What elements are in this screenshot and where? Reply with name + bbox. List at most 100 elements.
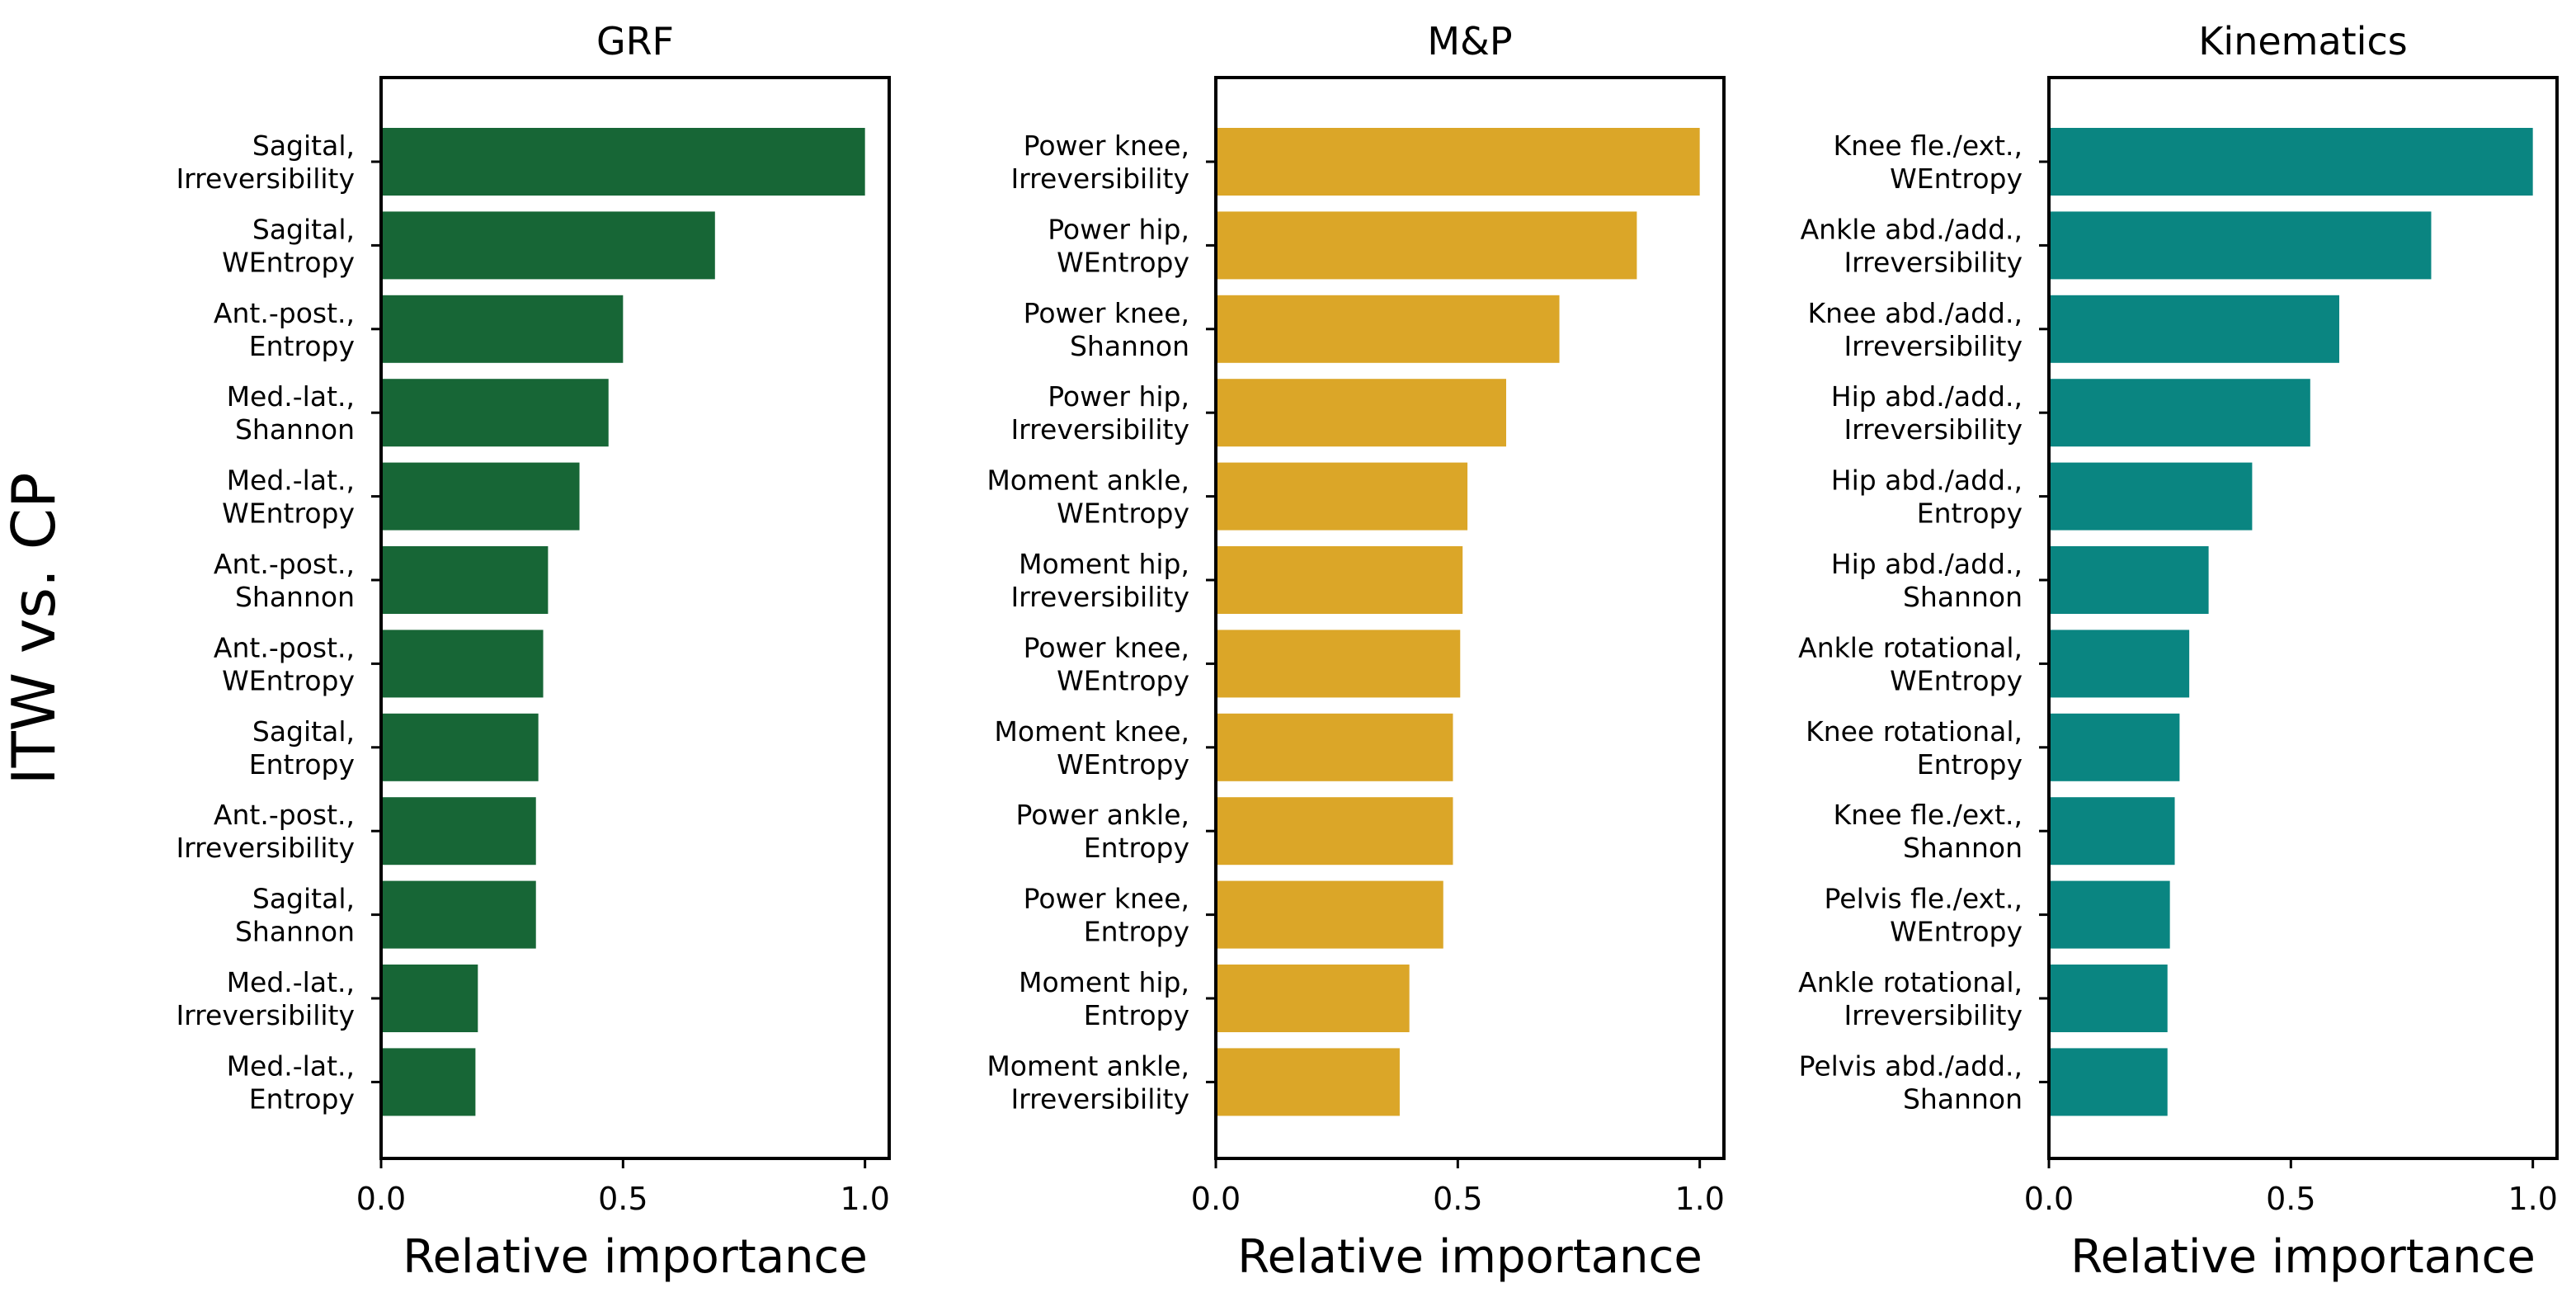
panel-grf-ytick-label-9: Ant.-post., Irreversibility	[176, 799, 355, 864]
panel-kinematics-ytick-label-1-line-2: WEntropy	[1890, 163, 2023, 195]
panel-m-p-ytick-label-6-line-2: Irreversibility	[1010, 581, 1189, 613]
panel-grf-ytick-label-10-line-1: Sagital,	[252, 883, 355, 915]
panel-m-p-ytick-label-3-line-2: Shannon	[1070, 330, 1189, 362]
panel-m-p-bar-2	[1216, 211, 1637, 280]
panel-kinematics-title: Kinematics	[2198, 19, 2407, 64]
panel-kinematics-bar-6	[2049, 546, 2209, 614]
panel-grf-ytick-label-6: Ant.-post., Shannon	[214, 548, 355, 613]
panel-m-p-ytick-label-9-line-2: Entropy	[1084, 832, 1189, 864]
panel-grf-bar-6	[381, 546, 549, 614]
panel-grf-ytick-label-5-line-1: Med.-lat.,	[227, 465, 355, 497]
panel-grf-ytick-label-11-line-2: Irreversibility	[176, 999, 355, 1031]
figure-y-label: ITW vs. CP	[0, 473, 68, 785]
panel-kinematics-ytick-label-9: Knee fle./ext., Shannon	[1833, 799, 2023, 864]
panel-m-p-x-label: Relative importance	[1237, 1230, 1702, 1284]
panel-kinematics-ytick-label-3-line-1: Knee abd./add.,	[1808, 297, 2023, 329]
panel-kinematics-bar-4	[2049, 379, 2310, 447]
panel-m-p-ytick-label-2-line-2: WEntropy	[1057, 246, 1189, 278]
panel-m-p-ytick-label-12-line-1: Moment ankle,	[987, 1050, 1189, 1082]
panel-grf-ytick-label-6-line-1: Ant.-post.,	[214, 548, 355, 580]
panel-m-p-ytick-label-1-line-1: Power knee,	[1024, 130, 1189, 162]
panel-grf-ytick-label-9-line-2: Irreversibility	[176, 832, 355, 864]
panel-m-p-xtick-label-3: 1.0	[1674, 1181, 1724, 1217]
panel-grf-xtick-label-1: 0.0	[356, 1181, 406, 1217]
panel-grf-ytick-label-2: Sagital, WEntropy	[222, 213, 355, 278]
panel-grf-ytick-label-10-line-2: Shannon	[235, 916, 355, 948]
panel-grf-ytick-label-1-line-2: Irreversibility	[176, 163, 355, 195]
panel-grf-bar-1	[381, 128, 865, 196]
panel-kinematics-ytick-label-12-line-2: Shannon	[1903, 1083, 2023, 1115]
panel-kinematics-ytick-label-1: Knee fle./ext., WEntropy	[1833, 130, 2023, 195]
panel-kinematics-xtick-label-3: 1.0	[2508, 1181, 2557, 1217]
panel-m-p-ytick-label-12-line-2: Irreversibility	[1010, 1083, 1189, 1115]
panel-grf-bar-7	[381, 630, 544, 698]
panel-m-p-ytick-label-10-line-2: Entropy	[1084, 916, 1189, 948]
panel-m-p-ytick-label-6-line-1: Moment hip,	[1019, 548, 1189, 580]
panel-kinematics-ytick-label-7-line-1: Ankle rotational,	[1798, 631, 2023, 663]
panel-kinematics-ytick-label-8: Knee rotational, Entropy	[1806, 715, 2023, 781]
panel-kinematics-ytick-label-6-line-1: Hip abd./add.,	[1831, 548, 2023, 580]
panel-grf-ytick-label-3-line-1: Ant.-post.,	[214, 297, 355, 329]
panel-m-p-ytick-label-4: Power hip, Irreversibility	[1010, 380, 1189, 446]
panel-grf-bar-4	[381, 379, 609, 447]
panel-kinematics-bar-8	[2049, 713, 2180, 781]
panel-m-p-ytick-label-9-line-1: Power ankle,	[1016, 799, 1189, 831]
panel-m-p-ytick-label-3-line-1: Power knee,	[1024, 297, 1189, 329]
panel-m-p-ytick-label-1-line-2: Irreversibility	[1010, 163, 1189, 195]
panel-kinematics-bar-7	[2049, 630, 2190, 698]
panel-grf-ytick-label-5-line-2: WEntropy	[222, 498, 355, 530]
panel-m-p-bar-12	[1216, 1048, 1400, 1116]
panel-kinematics-ytick-label-5-line-1: Hip abd./add.,	[1831, 465, 2023, 497]
panel-grf-ytick-label-12-line-1: Med.-lat.,	[227, 1050, 355, 1082]
panel-grf-ytick-label-1: Sagital, Irreversibility	[176, 130, 355, 195]
panel-grf-bar-3	[381, 295, 624, 363]
panel-kinematics-ytick-label-9-line-2: Shannon	[1903, 832, 2023, 864]
panel-m-p-ytick-label-10-line-1: Power knee,	[1024, 883, 1189, 915]
panel-m-p-ytick-label-1: Power knee, Irreversibility	[1010, 130, 1189, 195]
panel-kinematics-bar-3	[2049, 295, 2339, 363]
panel-m-p-ytick-label-11-line-1: Moment hip,	[1019, 966, 1189, 998]
panel-kinematics-bar-10	[2049, 880, 2170, 949]
panel-kinematics-xtick-label-1: 0.0	[2024, 1181, 2074, 1217]
panel-grf-x-label: Relative importance	[403, 1230, 868, 1284]
panel-grf-ytick-label-11: Med.-lat., Irreversibility	[176, 966, 355, 1031]
panel-m-p-ytick-label-3: Power knee, Shannon	[1024, 297, 1189, 362]
panel-kinematics-ytick-label-5-line-2: Entropy	[1917, 498, 2023, 530]
panel-kinematics-axes-frame	[2047, 76, 2559, 1160]
panel-m-p-ytick-label-8: Moment knee, WEntropy	[994, 715, 1189, 781]
panel-m-p-bar-10	[1216, 880, 1443, 949]
panel-m-p-ytick-label-8-line-1: Moment knee,	[994, 715, 1189, 748]
panel-kinematics-bar-5	[2049, 462, 2253, 531]
panel-kinematics-ytick-label-6-line-2: Shannon	[1903, 581, 2023, 613]
panel-grf-ytick-label-2-line-1: Sagital,	[252, 213, 355, 245]
panel-grf-ytick-label-12: Med.-lat., Entropy	[227, 1050, 355, 1115]
panel-kinematics-x-label: Relative importance	[2070, 1230, 2536, 1284]
panel-grf-axes-frame	[379, 76, 891, 1160]
panel-grf-bar-5	[381, 462, 580, 531]
panel-kinematics-ytick-label-6: Hip abd./add., Shannon	[1831, 548, 2023, 613]
panel-grf-ytick-label-8-line-1: Sagital,	[252, 715, 355, 748]
panel-kinematics-ytick-label-3-line-2: Irreversibility	[1844, 330, 2023, 362]
panel-kinematics-ytick-label-11-line-1: Ankle rotational,	[1798, 966, 2023, 998]
panel-grf-ytick-label-5: Med.-lat., WEntropy	[222, 465, 355, 530]
panel-m-p-ytick-label-4-line-2: Irreversibility	[1010, 413, 1189, 446]
panel-kinematics-bar-9	[2049, 797, 2175, 866]
panel-m-p-ytick-label-7-line-1: Power knee,	[1024, 631, 1189, 663]
panel-m-p-xtick-label-2: 0.5	[1433, 1181, 1482, 1217]
panel-kinematics-ytick-label-4: Hip abd./add., Irreversibility	[1831, 380, 2023, 446]
panel-grf-bar-9	[381, 797, 536, 866]
panel-kinematics-ytick-label-10: Pelvis fle./ext., WEntropy	[1825, 883, 2023, 948]
panel-grf-xtick-label-3: 1.0	[840, 1181, 889, 1217]
panel-kinematics-ytick-label-11-line-2: Irreversibility	[1844, 999, 2023, 1031]
panel-m-p-ytick-label-12: Moment ankle, Irreversibility	[987, 1050, 1189, 1115]
panel-kinematics-ytick-label-5: Hip abd./add., Entropy	[1831, 465, 2023, 530]
panel-grf-ytick-label-4: Med.-lat., Shannon	[227, 380, 355, 446]
panel-kinematics-ytick-label-10-line-2: WEntropy	[1890, 916, 2023, 948]
panel-m-p-bar-1	[1216, 128, 1700, 196]
panel-m-p-bar-5	[1216, 462, 1468, 531]
panel-grf-ytick-label-7-line-2: WEntropy	[222, 664, 355, 696]
panel-grf-ytick-label-10: Sagital, Shannon	[235, 883, 355, 948]
panel-grf-ytick-label-12-line-2: Entropy	[249, 1083, 355, 1115]
panel-m-p-ytick-label-4-line-1: Power hip,	[1048, 380, 1189, 413]
